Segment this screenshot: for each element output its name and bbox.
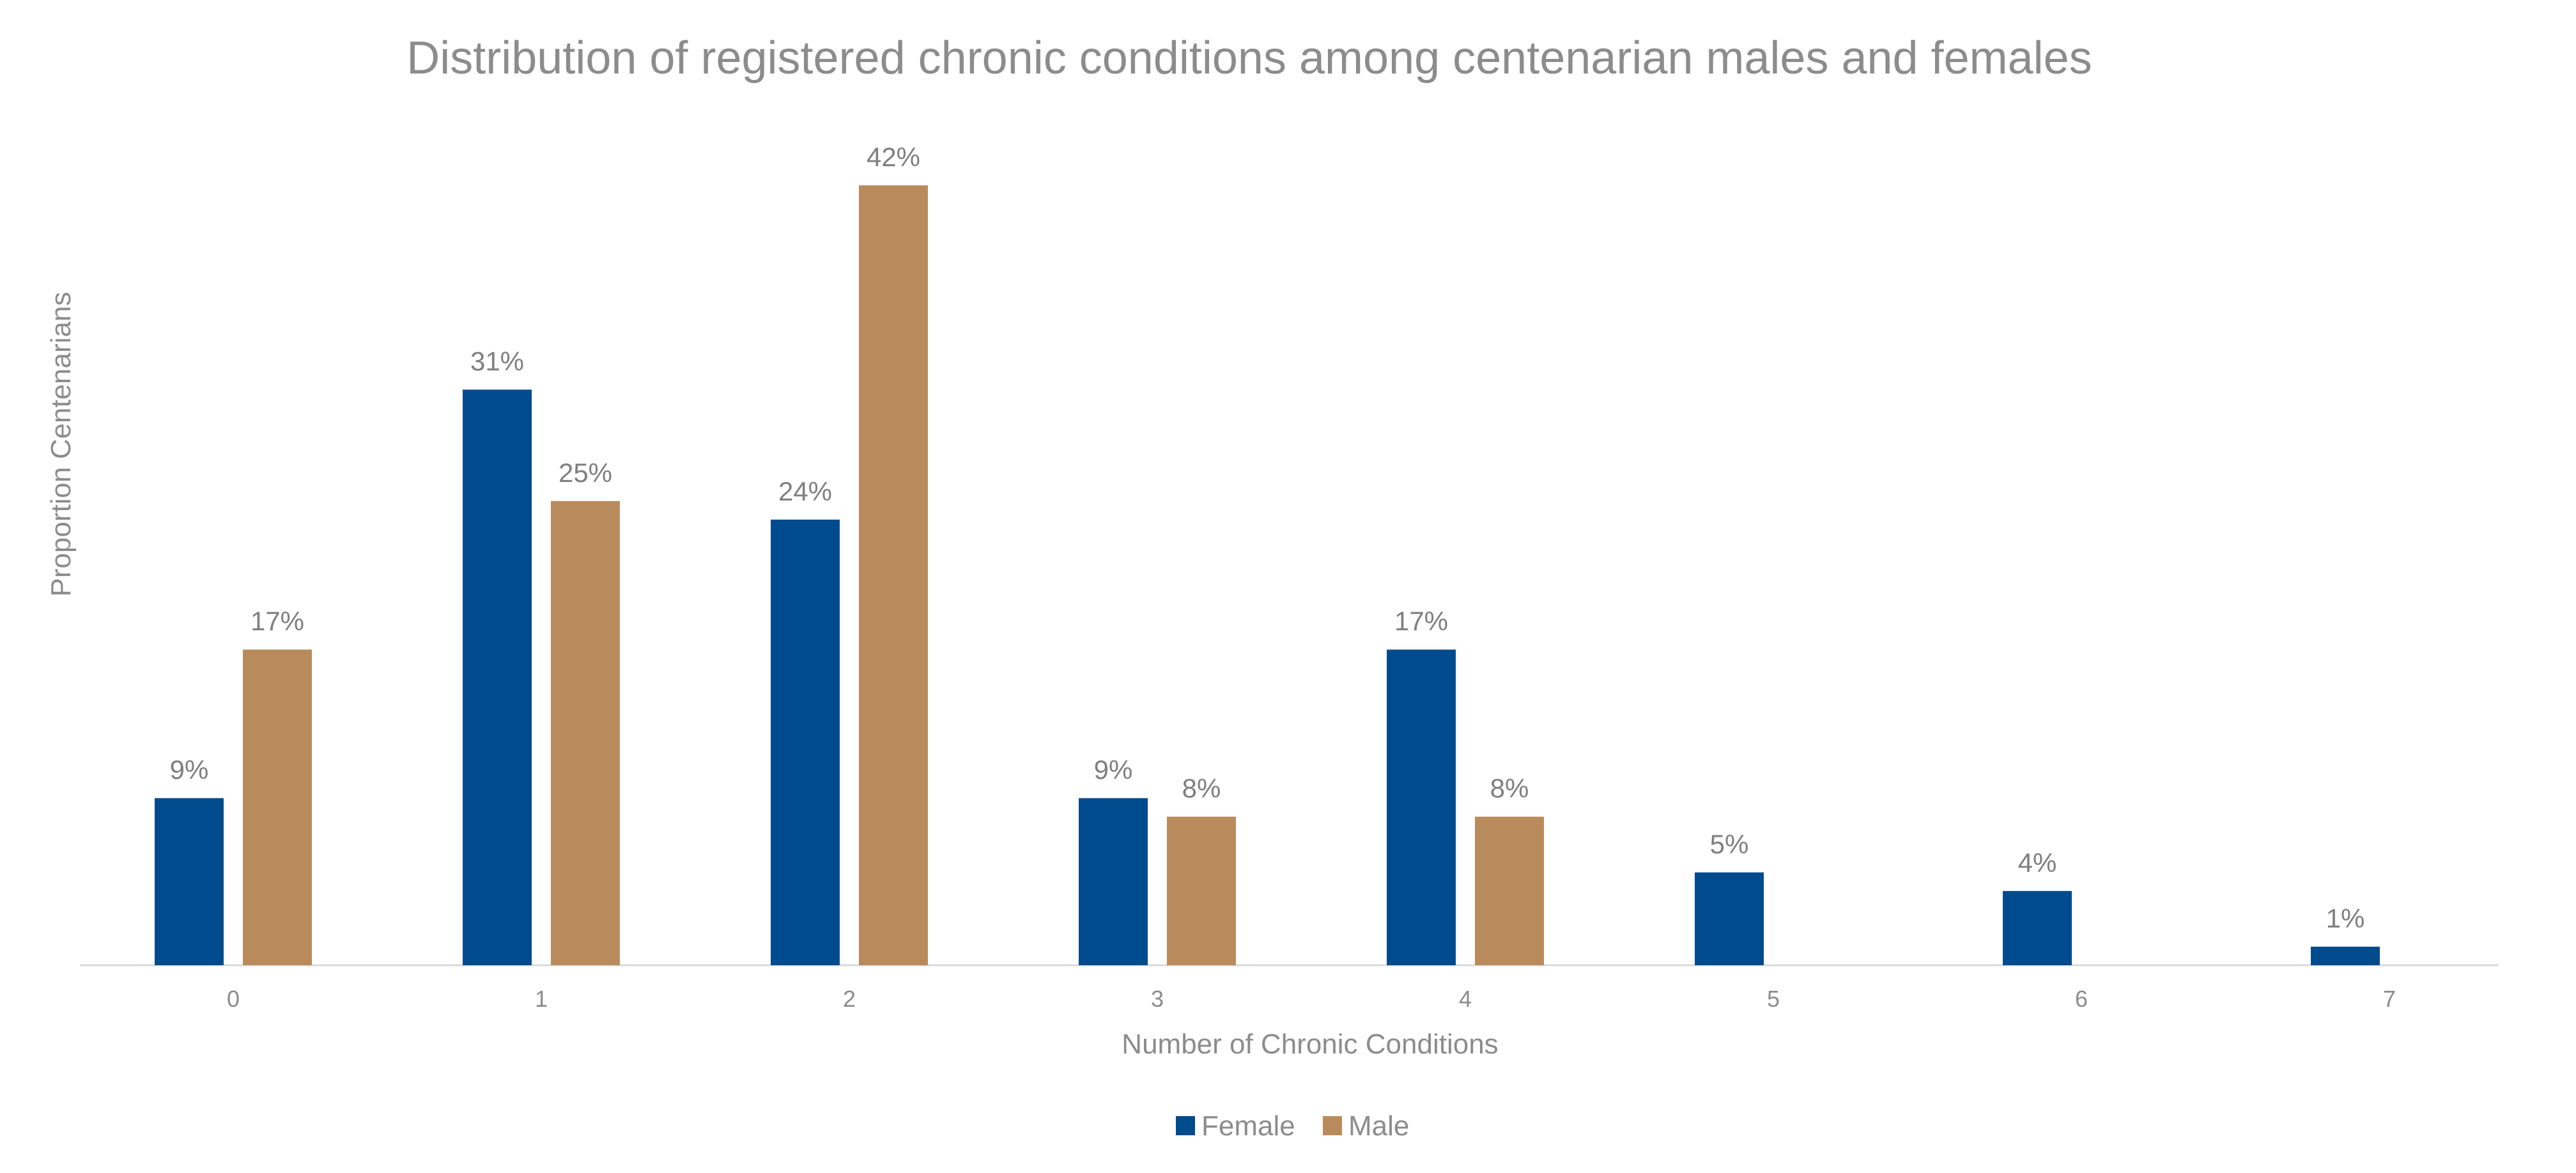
bar-female-5 bbox=[1695, 872, 1764, 965]
x-tick-label: 0 bbox=[227, 986, 240, 1012]
x-tick-label: 3 bbox=[1151, 986, 1164, 1012]
x-tick-label: 6 bbox=[2075, 986, 2088, 1012]
legend-swatch-male bbox=[1323, 1116, 1342, 1135]
bar-female-4 bbox=[1387, 649, 1456, 965]
x-tick-label: 5 bbox=[1767, 986, 1780, 1012]
data-label-male-1: 25% bbox=[559, 458, 612, 488]
bar-male-4 bbox=[1475, 816, 1544, 965]
bar-female-0 bbox=[155, 798, 224, 965]
data-label-male-3: 8% bbox=[1182, 773, 1221, 804]
data-label-female-4: 17% bbox=[1394, 606, 1448, 636]
y-axis-title: Proportion Centenarians bbox=[45, 292, 77, 597]
bar-female-6 bbox=[2003, 890, 2072, 965]
x-tick-label: 1 bbox=[535, 986, 548, 1012]
data-label-female-7: 1% bbox=[2326, 903, 2365, 933]
data-label-male-2: 42% bbox=[867, 142, 920, 172]
chart-title: Distribution of registered chronic condi… bbox=[406, 33, 2092, 84]
x-tick-label: 7 bbox=[2383, 986, 2396, 1012]
bar-female-1 bbox=[463, 389, 532, 965]
bar-male-2 bbox=[859, 185, 928, 965]
x-tick-label: 2 bbox=[843, 986, 856, 1012]
data-label-female-2: 24% bbox=[778, 476, 832, 506]
data-label-female-5: 5% bbox=[1710, 829, 1749, 859]
data-label-female-6: 4% bbox=[2018, 848, 2057, 878]
bar-male-1 bbox=[551, 501, 620, 965]
data-label-male-4: 8% bbox=[1490, 773, 1529, 804]
bar-female-7 bbox=[2311, 946, 2380, 965]
bars-layer bbox=[155, 185, 2380, 965]
data-label-male-0: 17% bbox=[251, 606, 304, 636]
x-axis-title: Number of Chronic Conditions bbox=[1122, 1029, 1498, 1060]
legend: Female Male bbox=[1176, 1110, 1409, 1142]
legend-swatch-female bbox=[1176, 1116, 1195, 1135]
x-tick-label: 4 bbox=[1459, 986, 1472, 1012]
legend-label-female: Female bbox=[1201, 1110, 1295, 1142]
legend-label-male: Male bbox=[1348, 1110, 1409, 1142]
data-label-female-1: 31% bbox=[470, 346, 524, 377]
data-label-female-3: 9% bbox=[1094, 755, 1133, 785]
x-tick-labels: 0 1 2 3 4 5 6 7 bbox=[227, 986, 2396, 1012]
bar-female-3 bbox=[1079, 798, 1148, 965]
data-label-female-0: 9% bbox=[170, 755, 209, 785]
bar-male-3 bbox=[1167, 816, 1236, 965]
bar-male-0 bbox=[243, 649, 312, 965]
data-labels-layer: 9% 17% 31% 25% 24% 42% 9% 8% 17% 8% 5% 4% 1% bbox=[170, 142, 2365, 933]
bar-female-2 bbox=[771, 519, 840, 965]
